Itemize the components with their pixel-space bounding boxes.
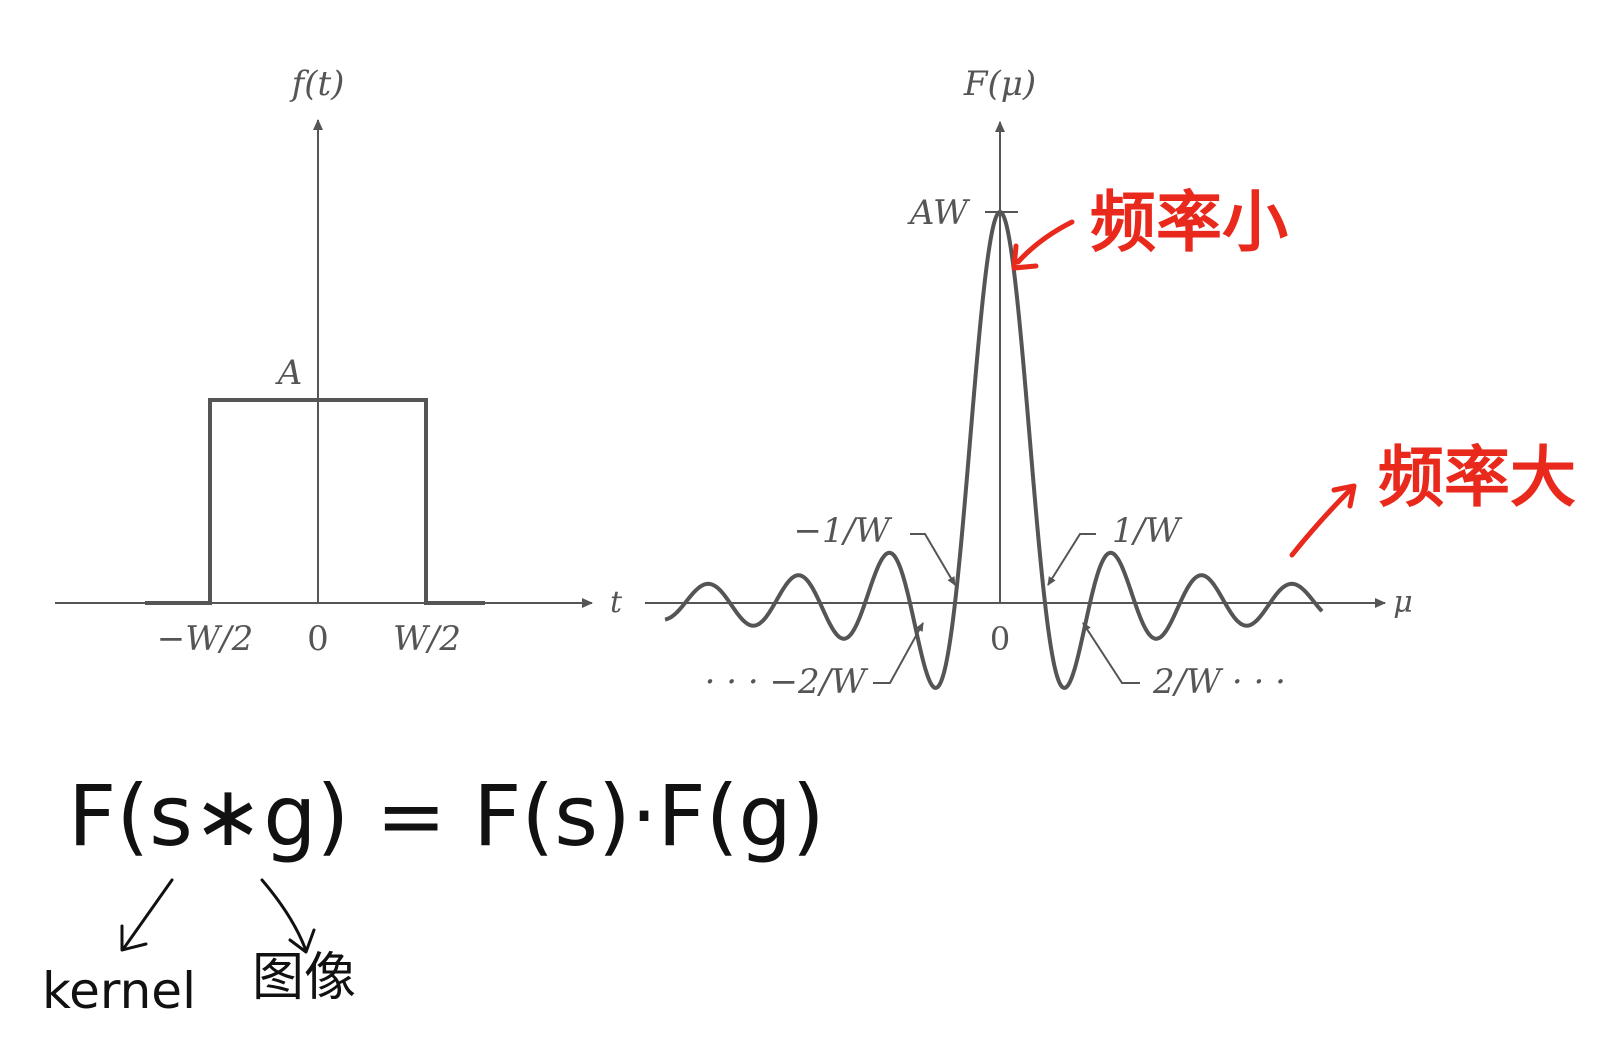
arrow-to-high-frequency-head bbox=[1331, 483, 1357, 509]
label-pos-2-over-w: 2/W · · · bbox=[1152, 662, 1286, 702]
handwritten-formula: F(s∗g) = F(s)·F(g) kernel 图像 bbox=[42, 767, 825, 1020]
label-pos-1-over-w: 1/W bbox=[1112, 511, 1183, 551]
kernel-label: kernel bbox=[42, 962, 196, 1020]
box-function-line bbox=[145, 398, 485, 605]
left-x-axis-label: t bbox=[610, 585, 623, 620]
box-function-chart: f(t) t A −W/2 0 W/2 bbox=[55, 64, 623, 659]
image-label: 图像 bbox=[252, 948, 356, 1008]
annotation-low-frequency: 频率小 bbox=[1090, 184, 1288, 261]
red-annotations: 频率小 频率大 bbox=[1011, 184, 1576, 558]
left-y-axis-label: f(t) bbox=[289, 64, 345, 104]
right-y-axis-label: F(μ) bbox=[963, 64, 1036, 104]
tick-label-neg-half-w: −W/2 bbox=[157, 619, 254, 659]
sinc-function-chart: F(μ) μ AW 0 −1/W 1/W · · · −2/W 2/W · · … bbox=[645, 64, 1413, 702]
arrow-to-kernel-head bbox=[120, 924, 148, 952]
arrow-to-peak-head bbox=[1011, 243, 1039, 271]
arrow-to-image-head bbox=[288, 928, 316, 954]
tick-label-half-w: W/2 bbox=[393, 619, 461, 659]
arrow-to-kernel bbox=[122, 878, 174, 950]
leader-pos-2-over-w bbox=[1082, 622, 1140, 684]
label-neg-1-over-w: −1/W bbox=[793, 511, 893, 551]
arrow-to-high-frequency bbox=[1289, 485, 1355, 558]
tick-label-zero: 0 bbox=[307, 619, 329, 659]
peak-label: AW bbox=[907, 193, 971, 233]
right-x-axis-label: μ bbox=[1393, 585, 1413, 620]
convolution-theorem: F(s∗g) = F(s)·F(g) bbox=[68, 767, 825, 865]
amplitude-label: A bbox=[275, 353, 303, 393]
leader-pos-1-over-w bbox=[1047, 533, 1096, 586]
label-neg-2-over-w: · · · −2/W bbox=[705, 662, 869, 702]
arrow-to-image bbox=[260, 878, 307, 950]
sinc-function-line bbox=[664, 209, 1324, 690]
annotation-high-frequency: 频率大 bbox=[1378, 439, 1576, 516]
arrow-to-peak bbox=[1015, 219, 1075, 265]
leader-neg-2-over-w bbox=[873, 622, 924, 684]
origin-label: 0 bbox=[990, 620, 1010, 658]
leader-neg-1-over-w bbox=[910, 533, 956, 586]
